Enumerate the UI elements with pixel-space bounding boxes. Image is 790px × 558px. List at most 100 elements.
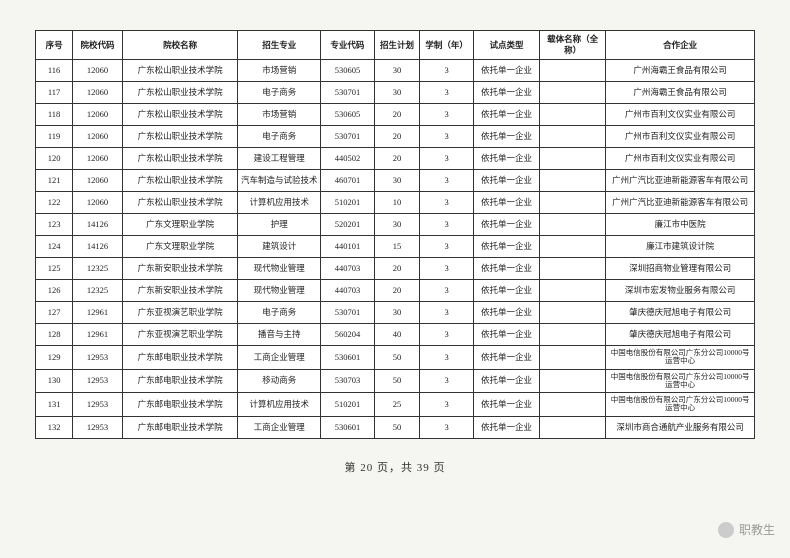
table-cell: 50 [374,369,419,393]
table-cell: 3 [420,346,474,370]
table-cell: 15 [374,236,419,258]
table-cell [540,192,606,214]
table-cell: 依托单一企业 [473,393,539,417]
table-cell: 122 [36,192,73,214]
table-cell: 电子商务 [238,126,321,148]
table-cell: 132 [36,416,73,438]
table-cell: 12953 [73,346,123,370]
table-cell: 广州市百利文仪实业有限公司 [606,148,755,170]
table-cell: 中国电信股份有限公司广东分公司10000号运营中心 [606,369,755,393]
table-cell: 依托单一企业 [473,258,539,280]
table-cell: 530701 [321,302,375,324]
table-cell: 12060 [73,126,123,148]
table-cell: 工商企业管理 [238,416,321,438]
table-cell: 130 [36,369,73,393]
table-cell: 市场营销 [238,60,321,82]
table-row: 12712961广东亚视演艺职业学院电子商务530701303依托单一企业肇庆德… [36,302,755,324]
table-cell: 依托单一企业 [473,60,539,82]
table-cell: 现代物业管理 [238,280,321,302]
table-cell: 20 [374,258,419,280]
table-cell: 3 [420,104,474,126]
table-cell: 深圳市宏发物业服务有限公司 [606,280,755,302]
table-cell: 50 [374,346,419,370]
table-cell: 广东松山职业技术学院 [122,170,238,192]
table-cell: 3 [420,170,474,192]
table-header-cell: 院校代码 [73,31,123,60]
watermark-icon [718,522,734,538]
table-row: 12612325广东新安职业技术学院现代物业管理440703203依托单一企业深… [36,280,755,302]
table-cell: 123 [36,214,73,236]
table-cell: 119 [36,126,73,148]
table-cell: 广东亚视演艺职业学院 [122,302,238,324]
table-cell: 3 [420,60,474,82]
table-header-cell: 载体名称（全称） [540,31,606,60]
table-cell: 131 [36,393,73,417]
table-cell: 广东松山职业技术学院 [122,82,238,104]
table-cell: 3 [420,148,474,170]
table-cell: 120 [36,148,73,170]
table-cell: 肇庆德庆冠旭电子有限公司 [606,324,755,346]
table-cell: 广东新安职业技术学院 [122,258,238,280]
table-cell: 依托单一企业 [473,280,539,302]
table-cell: 530601 [321,416,375,438]
table-cell: 护理 [238,214,321,236]
table-row: 12414126广东文理职业学院建筑设计440101153依托单一企业廉江市建筑… [36,236,755,258]
table-cell: 计算机应用技术 [238,192,321,214]
table-cell: 电子商务 [238,302,321,324]
table-cell: 530601 [321,346,375,370]
table-cell: 116 [36,60,73,82]
table-cell: 广东邮电职业技术学院 [122,393,238,417]
table-cell: 510201 [321,393,375,417]
table-row: 13112953广东邮电职业技术学院计算机应用技术510201253依托单一企业… [36,393,755,417]
table-cell: 30 [374,170,419,192]
table-header-row: 序号院校代码院校名称招生专业专业代码招生计划学制（年）试点类型载体名称（全称）合… [36,31,755,60]
table-row: 12112060广东松山职业技术学院汽车制造与试验技术460701303依托单一… [36,170,755,192]
table-cell: 12961 [73,302,123,324]
table-cell: 广东松山职业技术学院 [122,148,238,170]
table-cell: 广州市百利文仪实业有限公司 [606,104,755,126]
table-cell: 12953 [73,369,123,393]
table-cell: 440703 [321,258,375,280]
table-cell: 依托单一企业 [473,104,539,126]
table-cell: 市场营销 [238,104,321,126]
table-cell: 依托单一企业 [473,148,539,170]
table-cell: 124 [36,236,73,258]
table-cell: 计算机应用技术 [238,393,321,417]
table-cell: 530701 [321,82,375,104]
table-row: 11912060广东松山职业技术学院电子商务530701203依托单一企业广州市… [36,126,755,148]
table-row: 11712060广东松山职业技术学院电子商务530701303依托单一企业广州海… [36,82,755,104]
table-cell: 电子商务 [238,82,321,104]
table-cell: 20 [374,104,419,126]
table-body: 11612060广东松山职业技术学院市场营销530605303依托单一企业广州海… [36,60,755,439]
table-header-cell: 序号 [36,31,73,60]
enrollment-table: 序号院校代码院校名称招生专业专业代码招生计划学制（年）试点类型载体名称（全称）合… [35,30,755,439]
table-cell: 广东邮电职业技术学院 [122,369,238,393]
table-cell: 3 [420,324,474,346]
table-cell: 依托单一企业 [473,192,539,214]
table-cell: 依托单一企业 [473,126,539,148]
table-cell: 12953 [73,416,123,438]
table-cell [540,302,606,324]
table-cell: 520201 [321,214,375,236]
table-cell: 广东邮电职业技术学院 [122,346,238,370]
table-cell: 3 [420,280,474,302]
table-header-cell: 专业代码 [321,31,375,60]
table-cell: 3 [420,302,474,324]
table-cell [540,82,606,104]
table-cell [540,393,606,417]
table-cell: 广州市百利文仪实业有限公司 [606,126,755,148]
table-cell: 3 [420,393,474,417]
table-cell: 10 [374,192,419,214]
table-cell: 30 [374,82,419,104]
table-header-cell: 合作企业 [606,31,755,60]
table-cell [540,324,606,346]
table-row: 12314126广东文理职业学院护理520201303依托单一企业廉江市中医院 [36,214,755,236]
table-cell: 12060 [73,82,123,104]
table-cell [540,126,606,148]
table-cell: 3 [420,126,474,148]
table-cell: 20 [374,280,419,302]
table-cell: 440703 [321,280,375,302]
table-cell [540,280,606,302]
table-cell: 建筑设计 [238,236,321,258]
table-cell: 3 [420,214,474,236]
